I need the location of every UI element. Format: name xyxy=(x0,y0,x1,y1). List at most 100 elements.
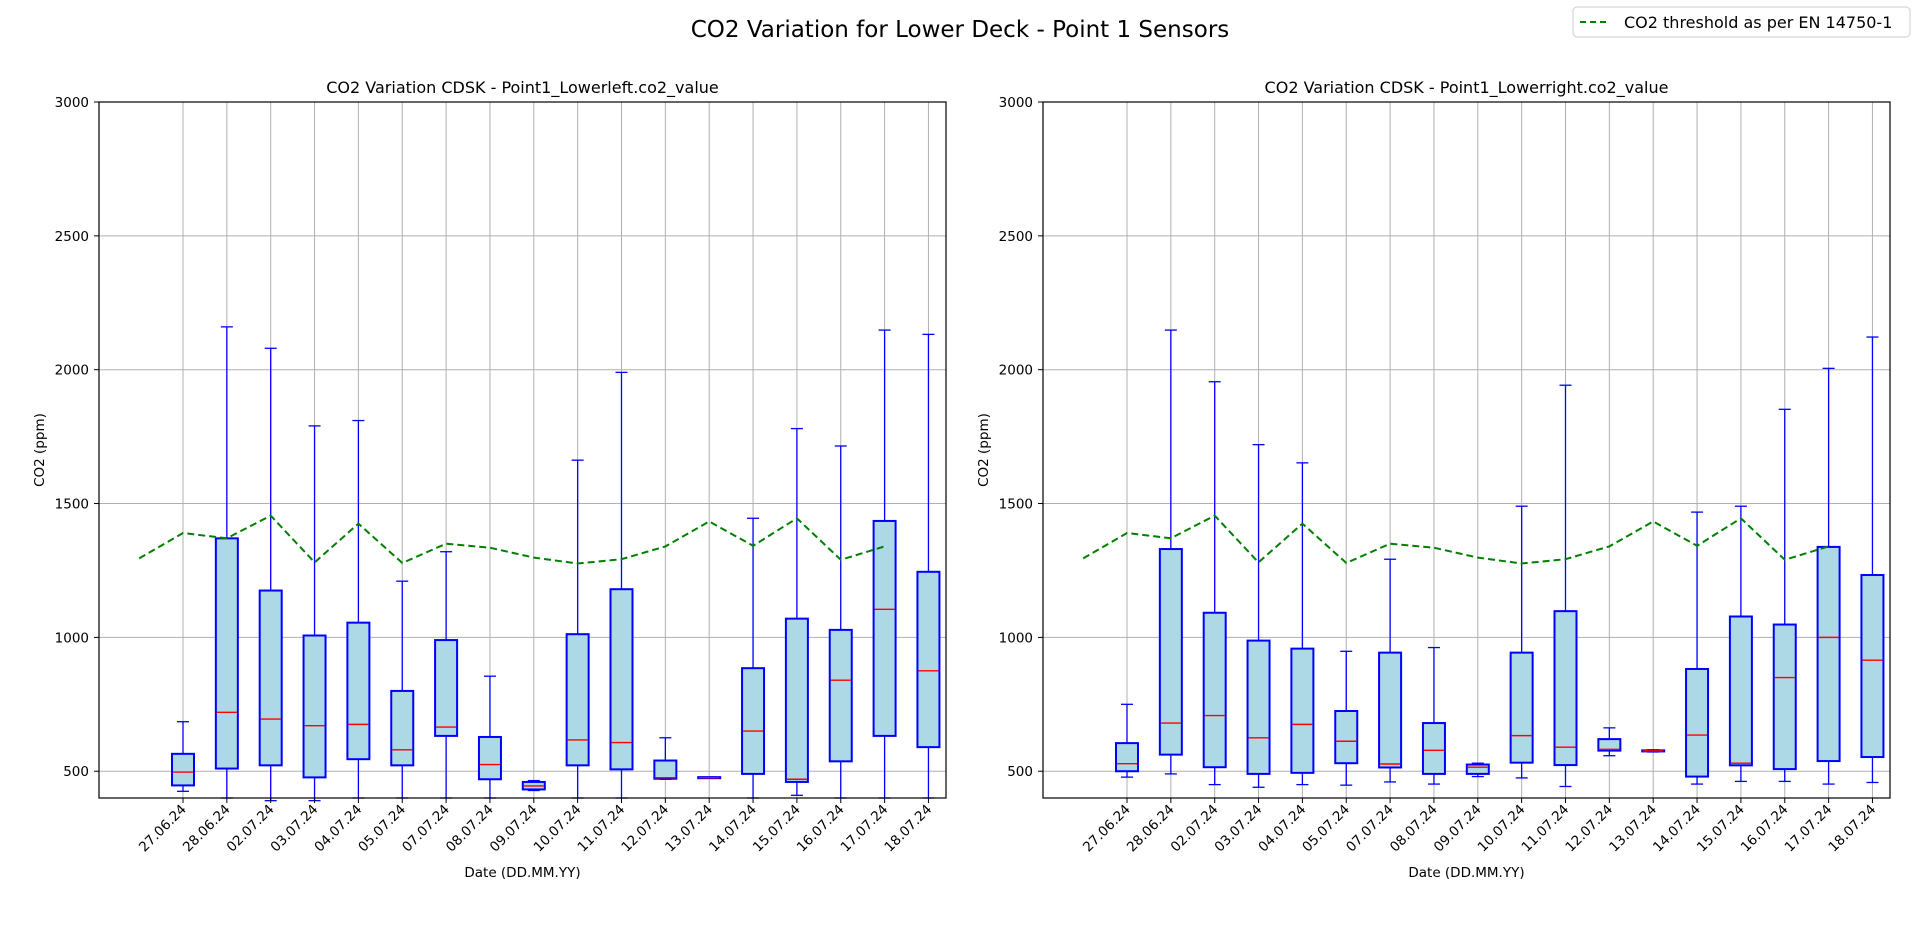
box-27.06.24 xyxy=(1115,703,1139,778)
box-15.07.24 xyxy=(784,427,809,796)
box-iqr xyxy=(1509,651,1534,764)
box-16.07.24 xyxy=(828,445,853,799)
box-iqr xyxy=(609,588,634,771)
x-tick-label: 18.07.24 xyxy=(881,802,935,856)
box-iqr xyxy=(1202,611,1227,769)
y-tick-label: 500 xyxy=(63,764,89,780)
figure-title: CO2 Variation for Lower Deck - Point 1 S… xyxy=(691,17,1230,43)
y-tick-label: 1500 xyxy=(55,497,89,513)
y-tick-label: 500 xyxy=(1007,764,1033,780)
box-13.07.24 xyxy=(697,776,722,780)
box-iqr xyxy=(1158,548,1183,756)
box-iqr xyxy=(1378,651,1403,769)
subplot-title: CO2 Variation CDSK - Point1_Lowerleft.co… xyxy=(326,78,719,98)
y-tick-label: 1000 xyxy=(999,630,1033,646)
box-18.07.24 xyxy=(916,333,941,799)
box-iqr xyxy=(653,759,678,780)
legend: CO2 threshold as per EN 14750-1 xyxy=(1572,6,1911,38)
box-08.07.24 xyxy=(477,675,502,799)
box-18.07.24 xyxy=(1860,336,1885,784)
x-axis-label: Date (DD.MM.YY) xyxy=(464,865,580,881)
y-tick-label: 2000 xyxy=(55,363,89,379)
y-axis-label: CO2 (ppm) xyxy=(976,413,992,487)
legend-label: CO2 threshold as per EN 14750-1 xyxy=(1624,13,1892,32)
x-axis-label: Date (DD.MM.YY) xyxy=(1408,865,1524,881)
box-11.07.24 xyxy=(1553,384,1578,788)
box-iqr xyxy=(741,667,766,775)
box-iqr xyxy=(1334,710,1359,765)
y-tick-label: 2000 xyxy=(999,363,1033,379)
box-05.07.24 xyxy=(390,580,415,799)
box-iqr xyxy=(434,639,459,737)
box-iqr xyxy=(565,633,590,767)
box-02.07.24 xyxy=(258,347,283,802)
axes-frame xyxy=(1042,101,1891,799)
box-iqr xyxy=(916,570,941,749)
box-iqr xyxy=(390,689,415,767)
box-iqr xyxy=(784,617,809,783)
box-10.07.24 xyxy=(1509,505,1534,779)
box-16.07.24 xyxy=(1772,408,1797,783)
box-12.07.24 xyxy=(1597,727,1622,757)
box-09.07.24 xyxy=(1465,762,1490,778)
box-13.07.24 xyxy=(1641,749,1666,753)
left-subplot: 5001000150020002500300027.06.2428.06.240… xyxy=(32,78,947,881)
box-iqr xyxy=(1860,574,1885,759)
box-17.07.24 xyxy=(872,329,897,799)
box-iqr xyxy=(477,735,502,781)
box-04.07.24 xyxy=(1290,462,1315,786)
box-iqr xyxy=(1597,738,1622,752)
box-iqr xyxy=(1772,623,1797,771)
y-tick-label: 2500 xyxy=(55,229,89,245)
box-02.07.24 xyxy=(1202,381,1227,786)
y-tick-label: 2500 xyxy=(999,229,1033,245)
y-tick-label: 3000 xyxy=(999,95,1033,111)
box-iqr xyxy=(1685,667,1710,778)
box-03.07.24 xyxy=(1246,443,1271,788)
box-07.07.24 xyxy=(434,551,459,799)
box-iqr xyxy=(1465,763,1490,775)
box-iqr xyxy=(1816,545,1841,763)
box-27.06.24 xyxy=(171,721,195,792)
box-iqr xyxy=(346,621,371,761)
box-04.07.24 xyxy=(346,419,371,799)
box-14.07.24 xyxy=(1685,511,1710,785)
box-iqr xyxy=(1246,639,1271,775)
box-iqr xyxy=(1115,742,1139,773)
box-05.07.24 xyxy=(1334,650,1359,786)
box-17.07.24 xyxy=(1816,367,1841,785)
box-08.07.24 xyxy=(1421,646,1446,785)
box-iqr xyxy=(828,628,853,763)
axes-frame xyxy=(98,101,947,799)
box-12.07.24 xyxy=(653,737,678,780)
box-iqr xyxy=(171,752,195,787)
box-iqr xyxy=(214,537,239,770)
box-iqr xyxy=(1728,615,1753,767)
box-iqr xyxy=(1421,722,1446,775)
box-10.07.24 xyxy=(565,459,590,799)
y-axis-label: CO2 (ppm) xyxy=(32,413,48,487)
y-tick-label: 1500 xyxy=(999,497,1033,513)
y-tick-label: 1000 xyxy=(55,630,89,646)
box-28.06.24 xyxy=(1158,329,1183,775)
box-11.07.24 xyxy=(609,371,634,799)
threshold-line xyxy=(1082,514,1829,565)
box-14.07.24 xyxy=(741,517,766,799)
box-iqr xyxy=(1553,610,1578,767)
box-iqr xyxy=(872,519,897,737)
box-iqr xyxy=(302,634,327,779)
box-iqr xyxy=(1290,647,1315,774)
subplot-title: CO2 Variation CDSK - Point1_Lowerright.c… xyxy=(1265,78,1669,98)
box-iqr xyxy=(258,589,283,767)
box-15.07.24 xyxy=(1728,505,1753,783)
right-subplot: 5001000150020002500300027.06.2428.06.240… xyxy=(976,78,1891,881)
x-tick-label: 18.07.24 xyxy=(1825,802,1879,856)
box-03.07.24 xyxy=(302,425,327,802)
threshold-line xyxy=(138,514,885,565)
y-tick-label: 3000 xyxy=(55,95,89,111)
legend-frame xyxy=(1572,6,1911,38)
box-28.06.24 xyxy=(214,326,239,799)
box-07.07.24 xyxy=(1378,558,1403,783)
box-09.07.24 xyxy=(521,779,546,792)
